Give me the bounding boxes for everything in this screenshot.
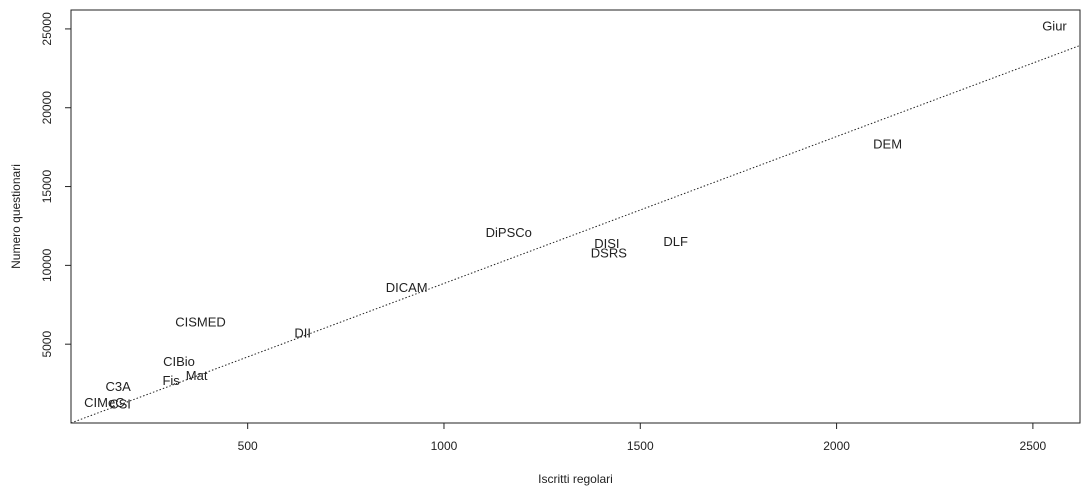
point-label: CISMED [175, 315, 226, 330]
x-tick-label: 1000 [431, 439, 458, 453]
point-label: DEM [873, 136, 902, 151]
point-label: DISI [594, 236, 619, 251]
y-tick-label: 20000 [40, 91, 54, 125]
y-axis-title: Numero questionari [9, 164, 23, 269]
x-axis: 500 1000 1500 2000 2500 [238, 423, 1047, 453]
x-axis-title: Iscritti regolari [538, 472, 613, 486]
point-label: CIBio [163, 354, 195, 369]
point-label: DLF [663, 234, 688, 249]
point-label: DII [294, 326, 311, 341]
point-labels: Giur DEM DiPSCo DISI DLF DSRS DICAM CISMED DII CI… [84, 18, 1067, 411]
point-label: DSRS [591, 245, 627, 260]
point-label: Fis [162, 373, 180, 388]
x-tick-label: 1500 [627, 439, 654, 453]
x-tick-label: 2500 [1020, 439, 1047, 453]
point-label: C3A [105, 379, 131, 394]
x-tick-label: 500 [238, 439, 258, 453]
reference-line [70, 44, 1081, 424]
y-axis: 5000 10000 15000 20000 25000 [40, 12, 71, 358]
point-label: DICAM [386, 280, 428, 295]
x-tick-label: 2000 [823, 439, 850, 453]
y-tick-label: 25000 [40, 12, 54, 46]
y-tick-label: 10000 [40, 248, 54, 282]
point-label: CSI [109, 397, 131, 412]
y-tick-label: 15000 [40, 170, 54, 204]
plot-frame [70, 9, 1081, 424]
point-label: DiPSCo [486, 225, 532, 240]
point-label: Giur [1042, 18, 1067, 33]
point-label: Mat [186, 368, 208, 383]
point-label: CIMeC [84, 395, 124, 410]
y-tick-label: 5000 [40, 331, 54, 358]
